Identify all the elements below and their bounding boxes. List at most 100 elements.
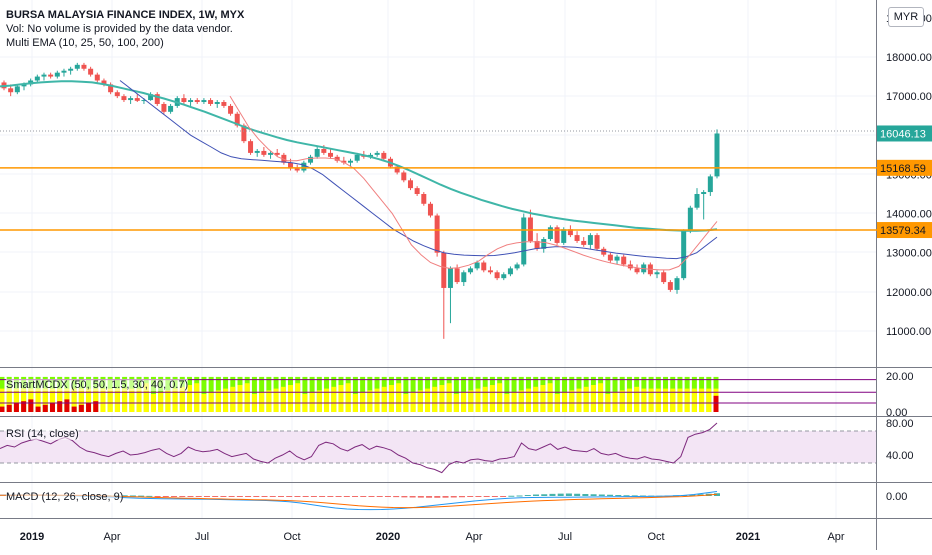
smartmcdx-red-bar	[57, 401, 63, 412]
candle-body	[314, 148, 320, 157]
candle-body	[521, 217, 527, 265]
smartmcdx-yellow-bar	[468, 390, 474, 412]
candle-body	[341, 160, 347, 163]
macd-tick-label: 0.00	[886, 491, 907, 503]
smartmcdx-yellow-bar	[396, 383, 402, 412]
smartmcdx-yellow-bar	[35, 388, 41, 412]
time-tick-label: 2021	[736, 531, 760, 543]
macd-hist-bar	[343, 496, 350, 497]
candle	[654, 270, 660, 279]
smartmcdx-yellow-bar	[215, 390, 221, 412]
macd-hist-bar	[475, 496, 482, 497]
currency-button[interactable]: MYR	[888, 7, 924, 27]
smartmcdx-yellow-bar	[172, 388, 178, 412]
smartmcdx-yellow-bar	[439, 385, 445, 412]
candle-body	[394, 166, 400, 173]
smartmcdx-yellow-bar	[287, 385, 293, 412]
candle	[374, 150, 380, 157]
macd-hist-bar	[212, 496, 219, 497]
macd-hist-bar	[458, 496, 465, 498]
macd-hist-bar	[483, 496, 490, 497]
smartmcdx-red-bar	[93, 401, 99, 412]
rsi-tick-label: 40.00	[886, 450, 914, 462]
macd-hist-bar	[574, 493, 581, 496]
candle-body	[701, 192, 707, 194]
chart-title: BURSA MALAYSIA FINANCE INDEX, 1W, MYX	[6, 9, 245, 21]
smartmcdx-yellow-bar	[540, 385, 546, 412]
macd-hist-bar	[286, 496, 293, 497]
candle-body	[134, 98, 140, 101]
smartmcdx-yellow-bar	[0, 388, 5, 412]
macd-hist-bar	[146, 495, 153, 497]
smartmcdx-yellow-bar	[295, 383, 301, 412]
ema-short-line	[229, 95, 718, 271]
macd-hist-bar	[138, 495, 145, 497]
candle-body	[288, 162, 294, 169]
candle-body	[674, 278, 680, 290]
candle-body	[154, 94, 160, 104]
candle	[134, 94, 140, 103]
macd-hist-bar	[598, 494, 605, 496]
smartmcdx-yellow-bar	[569, 390, 575, 412]
candle	[601, 246, 607, 257]
smartmcdx-yellow-bar	[525, 388, 531, 412]
smartmcdx-yellow-bar	[194, 383, 200, 412]
price-tick-label: 12000.00	[886, 287, 932, 299]
candle-body	[321, 148, 327, 153]
candle-body	[667, 282, 673, 290]
price-tick-label: 18000.00	[886, 52, 932, 64]
smartmcdx-yellow-bar	[562, 392, 568, 412]
candle-body	[201, 100, 207, 103]
smartmcdx-yellow-bar	[122, 388, 128, 412]
candle-body	[474, 262, 480, 269]
candle-body	[301, 162, 307, 171]
macd-hist-bar	[434, 496, 441, 498]
smartmcdx-yellow-bar	[533, 386, 539, 412]
smartmcdx-yellow-bar	[158, 392, 164, 412]
candle-body	[601, 248, 607, 255]
smartmcdx-yellow-bar	[71, 388, 77, 412]
candle-body	[681, 231, 687, 279]
smartmcdx-yellow-bar	[107, 388, 113, 412]
candle	[587, 233, 593, 249]
smartmcdx-yellow-bar	[136, 388, 142, 412]
candle-body	[447, 268, 453, 288]
candle-body	[148, 94, 154, 101]
smartmcdx-yellow-bar	[497, 383, 503, 412]
candle-body	[234, 113, 240, 126]
smartmcdx-yellow-bar	[446, 383, 452, 412]
smartmcdx-yellow-bar	[57, 388, 63, 412]
candle-body	[654, 272, 660, 275]
candle	[541, 237, 547, 253]
smartmcdx-yellow-bar	[706, 388, 712, 412]
macd-hist-bar	[426, 496, 433, 498]
grid-lines	[0, 0, 876, 518]
smartmcdx-label[interactable]: SmartMCDX (50, 50, 1.5, 30, 40, 0.7)	[6, 379, 189, 391]
smartmcdx-yellow-bar	[42, 388, 48, 412]
candle-body	[348, 160, 354, 163]
macd-hist-bar	[245, 496, 252, 497]
smartmcdx-yellow-bar	[388, 385, 394, 412]
candle-body	[268, 152, 274, 155]
smartmcdx-yellow-bar	[475, 388, 481, 412]
smartmcdx-yellow-bar	[691, 388, 697, 412]
time-tick-label: 2019	[20, 531, 44, 543]
candle	[607, 252, 613, 263]
candle	[574, 231, 580, 243]
candle	[274, 148, 280, 157]
macd-label[interactable]: MACD (12, 26, close, 9)	[6, 491, 124, 503]
candle-body	[241, 125, 247, 142]
candle-body	[374, 152, 380, 155]
ema-legend[interactable]: Multi EMA (10, 25, 50, 100, 200)	[6, 37, 164, 49]
candle-body	[467, 268, 473, 273]
macd-hist-bar	[310, 496, 317, 497]
candle-body	[427, 203, 433, 216]
candle-body	[8, 88, 14, 93]
smartmcdx-yellow-bar	[338, 385, 344, 412]
smartmcdx-yellow-bar	[129, 388, 135, 412]
candle	[308, 154, 314, 165]
smartmcdx-yellow-bar	[583, 386, 589, 412]
rsi-label[interactable]: RSI (14, close)	[6, 428, 79, 440]
level-label-bg	[877, 222, 932, 239]
